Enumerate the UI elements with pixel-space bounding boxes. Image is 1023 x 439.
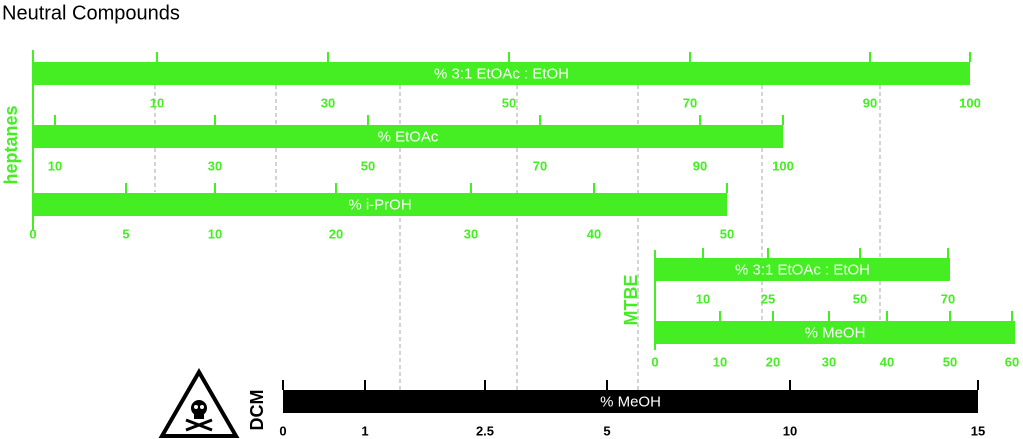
bar — [655, 258, 950, 281]
bar — [33, 125, 783, 148]
tick-label: 30 — [208, 158, 222, 173]
tick-label: 1 — [361, 423, 368, 438]
tick-label: 90 — [693, 158, 707, 173]
tick-label: 50 — [720, 226, 734, 241]
bar — [33, 62, 970, 85]
tick-label: 2.5 — [476, 423, 494, 438]
bar — [655, 321, 1015, 344]
tick-label: 50 — [853, 291, 867, 306]
group-label: heptanes — [1, 105, 21, 184]
tick-label: 50 — [943, 354, 957, 369]
tick-label: 0 — [279, 423, 286, 438]
bar-label: % 3:1 EtOAc : EtOH — [735, 261, 870, 278]
tick-label: 60 — [1005, 354, 1019, 369]
tick-label: 90 — [863, 95, 877, 110]
tick-label: 10 — [696, 291, 710, 306]
bar-label: % i-PrOH — [348, 196, 411, 213]
bar-label: % 3:1 EtOAc : EtOH — [434, 65, 569, 82]
tick-label: 40 — [587, 226, 601, 241]
tick-label: 30 — [822, 354, 836, 369]
tick-label: 0 — [651, 354, 658, 369]
tick-label: 15 — [971, 423, 985, 438]
tick-label: 50 — [361, 158, 375, 173]
tick-label: 10 — [783, 423, 797, 438]
tick-label: 100 — [772, 158, 794, 173]
tick-label: 30 — [321, 95, 335, 110]
bar — [283, 390, 978, 413]
bar-label: % MeOH — [600, 393, 661, 410]
tick-label: 10 — [208, 226, 222, 241]
title: Neutral Compounds — [2, 2, 180, 24]
bar — [33, 193, 727, 216]
tick-label: 10 — [150, 95, 164, 110]
tick-label: 25 — [761, 291, 775, 306]
tick-label: 100 — [959, 95, 981, 110]
bar-label: % EtOAc — [378, 128, 439, 145]
group-label: DCM — [247, 390, 267, 431]
tick-label: 10 — [48, 158, 62, 173]
tick-label: 20 — [329, 226, 343, 241]
tick-label: 10 — [713, 354, 727, 369]
tick-label: 70 — [683, 95, 697, 110]
tick-label: 70 — [533, 158, 547, 173]
tick-label: 50 — [502, 95, 516, 110]
tick-label: 5 — [603, 423, 610, 438]
tick-label: 40 — [880, 354, 894, 369]
tick-label: 30 — [464, 226, 478, 241]
tick-label: 70 — [941, 291, 955, 306]
bar-label: % MeOH — [805, 324, 866, 341]
tick-label: 20 — [766, 354, 780, 369]
hazard-icon — [158, 368, 240, 438]
tick-label: 0 — [29, 226, 36, 241]
tick-label: 5 — [122, 226, 129, 241]
group-label: MTBE — [621, 275, 641, 326]
